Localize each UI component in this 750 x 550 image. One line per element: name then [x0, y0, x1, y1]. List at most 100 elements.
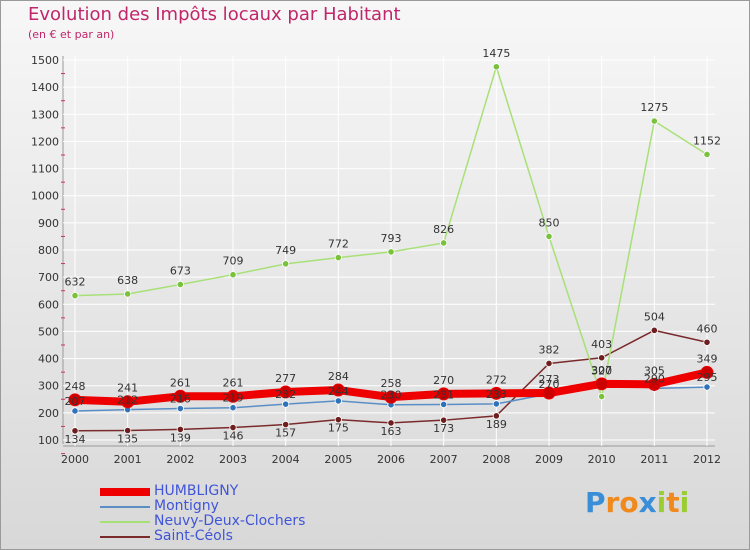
x-tick-label: 2001 [114, 453, 142, 466]
logo-letter: x [638, 486, 657, 519]
data-label: 460 [697, 322, 718, 335]
data-point [437, 387, 451, 401]
data-point [492, 412, 500, 420]
data-label: 261 [223, 376, 244, 389]
logo-letter: r [605, 486, 620, 519]
data-label: 219 [223, 392, 244, 405]
logo-letter: i [656, 486, 667, 519]
data-label: 673 [170, 264, 191, 277]
data-label: 709 [223, 255, 244, 268]
legend-swatch [100, 521, 150, 523]
data-label: 772 [328, 238, 349, 251]
data-label: 793 [381, 232, 402, 245]
y-tick-label: 700 [38, 271, 59, 284]
logo-letter: t [666, 486, 680, 519]
data-label: 504 [644, 310, 665, 323]
legend-swatch [100, 506, 150, 508]
data-label: 258 [381, 377, 402, 390]
data-label: 189 [486, 418, 507, 431]
data-point [440, 400, 448, 409]
legend-item-humbligny[interactable]: HUMBLIGNY [100, 483, 360, 499]
x-tick-label: 2009 [535, 453, 563, 466]
data-point [650, 326, 658, 334]
data-point [226, 389, 240, 403]
data-point [334, 254, 342, 262]
legend-item-neuvy-deux-clochers[interactable]: Neuvy-Deux-Clochers [100, 513, 360, 529]
logo-letter: i [679, 486, 690, 519]
data-point [542, 386, 556, 400]
legend-swatch [100, 488, 150, 496]
data-point [279, 385, 293, 399]
data-label: 232 [275, 388, 296, 401]
y-tick-label: 1200 [31, 135, 59, 148]
data-point [334, 416, 342, 424]
data-point [387, 419, 395, 427]
data-point [334, 397, 342, 405]
data-point [598, 354, 606, 362]
y-tick-label: 300 [38, 380, 59, 393]
data-label: 349 [697, 352, 718, 365]
data-point [545, 232, 553, 241]
x-tick-label: 2000 [61, 453, 89, 466]
y-tick-label: 1400 [31, 81, 59, 94]
data-label: 270 [433, 374, 454, 387]
y-tick-label: 500 [38, 325, 59, 338]
data-label: 403 [591, 338, 612, 351]
data-point [703, 383, 711, 391]
data-label: 826 [433, 223, 454, 236]
data-point [176, 280, 184, 289]
data-label: 135 [117, 433, 138, 446]
data-point [595, 377, 609, 391]
data-point [229, 423, 237, 432]
data-point [124, 290, 132, 298]
data-label: 163 [381, 425, 402, 438]
data-label: 212 [117, 394, 138, 407]
data-label: 173 [433, 422, 454, 435]
data-label: 272 [486, 373, 507, 386]
data-point [492, 400, 500, 408]
data-point [489, 386, 503, 400]
data-point [647, 377, 661, 391]
x-tick-label: 2003 [219, 453, 247, 466]
data-label: 139 [170, 431, 191, 444]
data-label: 233 [486, 388, 507, 401]
data-label: 305 [644, 364, 665, 377]
data-label: 295 [697, 371, 718, 384]
data-label: 231 [433, 388, 454, 401]
y-tick-label: 1000 [31, 190, 59, 203]
chart-legend: HUMBLIGNY Montigny Neuvy-Deux-Clochers S… [100, 483, 360, 544]
data-label: 632 [65, 276, 86, 289]
data-label: 175 [328, 422, 349, 435]
data-label: 382 [539, 343, 560, 356]
x-tick-label: 2002 [166, 453, 194, 466]
data-label: 230 [381, 389, 402, 402]
data-point [176, 425, 184, 434]
legend-label: HUMBLIGNY [154, 483, 239, 499]
y-tick-label: 1300 [31, 108, 59, 121]
data-point [440, 416, 448, 424]
y-tick-label: 200 [38, 407, 59, 420]
x-tick-label: 2008 [482, 453, 510, 466]
data-label: 273 [539, 373, 560, 386]
chart-subtitle: (en € et par an) [28, 28, 115, 41]
data-point [703, 150, 711, 159]
data-point [545, 359, 553, 368]
legend-item-saint-ceols[interactable]: Saint-Céols [100, 528, 360, 544]
y-tick-label: 100 [38, 434, 59, 447]
data-point [282, 260, 290, 268]
legend-label: Neuvy-Deux-Clochers [154, 513, 306, 529]
data-point [384, 390, 398, 404]
data-point [71, 427, 79, 435]
y-tick-label: 1100 [31, 163, 59, 176]
data-point [703, 338, 711, 346]
data-point [71, 291, 79, 300]
legend-item-montigny[interactable]: Montigny [100, 498, 360, 514]
data-label: 850 [539, 216, 560, 229]
data-point [229, 404, 237, 412]
y-tick-label: 800 [38, 244, 59, 257]
data-label: 134 [65, 433, 86, 446]
x-tick-label: 2004 [272, 453, 300, 466]
data-point [68, 393, 82, 407]
data-label: 270 [539, 378, 560, 391]
